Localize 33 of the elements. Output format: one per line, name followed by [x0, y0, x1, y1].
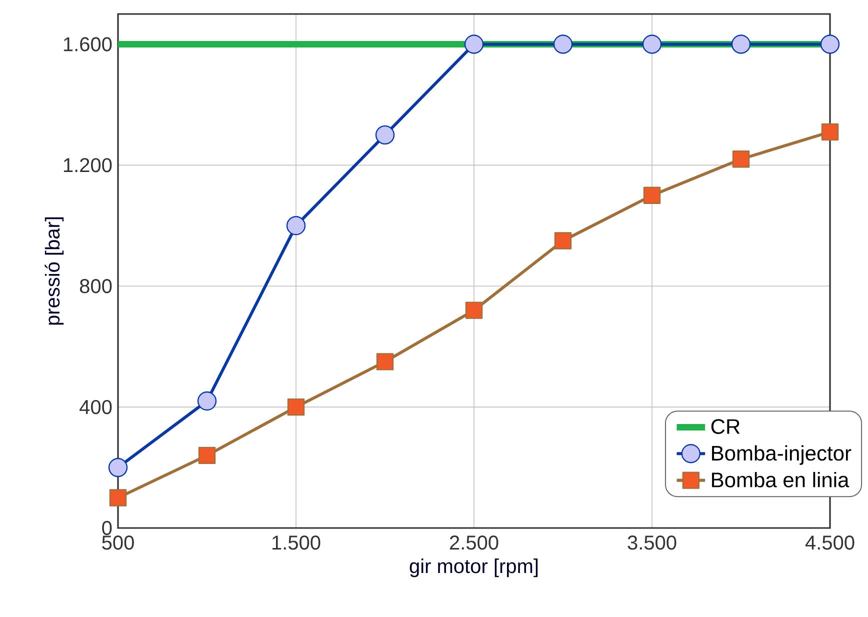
point — [464, 34, 484, 54]
y-tick-label: 400 — [80, 400, 112, 414]
point — [198, 446, 216, 464]
point — [643, 186, 661, 204]
point — [376, 353, 394, 370]
point — [375, 125, 395, 145]
point — [642, 34, 662, 54]
x-tick-label: 2.500 — [450, 536, 498, 550]
x-tick-label: 4.500 — [805, 536, 854, 550]
x-tick-label: 500 — [102, 536, 134, 550]
point — [820, 34, 840, 54]
point — [465, 302, 483, 319]
legend-label: CR — [711, 419, 740, 434]
point — [554, 232, 572, 250]
point — [109, 489, 127, 506]
y-tick-label: 800 — [80, 279, 112, 294]
point — [732, 150, 750, 168]
point — [287, 398, 305, 416]
legend-label: Bomba en linia — [712, 472, 850, 488]
y-tick-label: 1.600 — [64, 37, 112, 52]
y-tick-label: 1.200 — [64, 158, 112, 172]
y-tick-label: 0 — [102, 520, 112, 536]
point — [286, 216, 306, 236]
y-axis-title: pressió [bar] — [44, 217, 64, 325]
point — [108, 458, 128, 478]
x-tick-label: 3.500 — [628, 536, 676, 550]
x-tick-label: 1.500 — [272, 536, 320, 550]
point — [553, 34, 573, 54]
point — [821, 123, 839, 141]
point — [731, 34, 751, 54]
point — [197, 391, 217, 411]
x-axis-title: gir motor [rpm] — [410, 558, 538, 578]
legend-label: Bomba-injector — [712, 445, 852, 465]
